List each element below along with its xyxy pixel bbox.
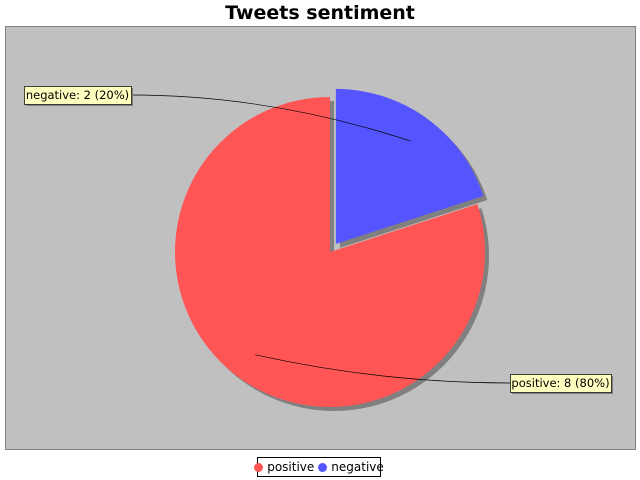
legend-item-positive: positive <box>254 460 314 474</box>
chart-title: Tweets sentiment <box>225 2 415 24</box>
label-text-negative: negative: 2 (20%) <box>26 88 129 102</box>
slice-label-positive: positive: 8 (80%) <box>510 374 613 394</box>
legend-swatch-negative <box>318 462 328 472</box>
legend-label-negative: negative <box>331 460 384 474</box>
leader-line-negative <box>130 94 411 142</box>
leader-line-positive <box>255 354 511 384</box>
label-box-negative <box>24 86 132 105</box>
label-text-positive: positive: 8 (80%) <box>511 376 609 390</box>
slice-positive <box>174 97 485 407</box>
chart-legend: positive negative <box>254 457 384 477</box>
legend-item-negative: negative <box>318 460 384 474</box>
label-box-positive <box>510 374 612 393</box>
legend-swatch-positive <box>254 462 264 472</box>
legend-label-positive: positive <box>267 460 315 474</box>
slice-negative <box>335 88 484 244</box>
slice-label-negative: negative: 2 (20%) <box>24 86 133 106</box>
